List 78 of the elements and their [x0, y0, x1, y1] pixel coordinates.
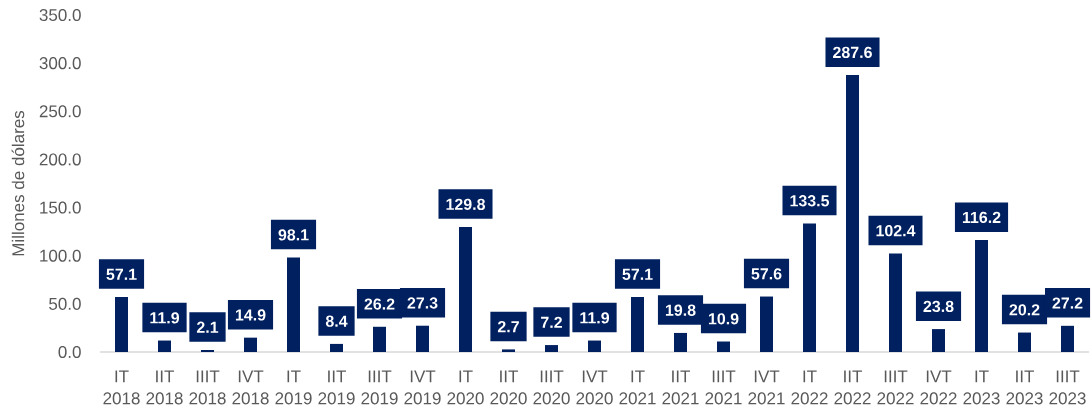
x-tick-label: IIT 2019: [318, 370, 355, 405]
data-label: 57.1: [622, 268, 653, 280]
x-tick-label: IIIT 2023: [1049, 370, 1086, 405]
x-tick-label: IT 2020: [447, 370, 484, 405]
bar: [1061, 325, 1075, 352]
bar: [1018, 332, 1032, 352]
bar: [932, 329, 946, 352]
bar: [158, 340, 172, 352]
data-label: 27.2: [1052, 297, 1083, 309]
x-tick-label: IIIT 2018: [189, 370, 226, 405]
bar: [459, 227, 472, 352]
bar: [115, 297, 129, 352]
data-label: 116.2: [962, 211, 1001, 224]
bar: [287, 257, 300, 352]
data-label: 11.9: [150, 312, 180, 324]
x-tick-label: IT 2019: [275, 370, 312, 405]
data-label: 8.4: [325, 315, 348, 327]
data-label: 27.3: [407, 297, 438, 309]
bar: [631, 297, 644, 352]
x-tick-label: IT 2018: [103, 370, 140, 405]
x-tick-label: IIIT 2022: [877, 370, 914, 405]
data-label: 133.5: [790, 195, 830, 207]
x-tick-label: IIIT 2020: [533, 370, 570, 405]
y-tick-label: 50.0: [49, 297, 81, 310]
data-label: 14.9: [235, 309, 266, 321]
x-tick-label: IIIT 2019: [361, 370, 398, 405]
x-tick-label: IVT 2022: [920, 370, 957, 405]
x-tick-label: IT 2021: [619, 370, 656, 405]
x-tick-label: IIT 2020: [490, 370, 527, 405]
data-label: 57.1: [106, 268, 137, 280]
x-tick-label: IIT 2023: [1006, 370, 1043, 405]
data-label: 26.2: [364, 298, 395, 310]
x-tick-label: IT 2022: [791, 370, 828, 405]
data-label: 129.8: [446, 198, 486, 210]
x-tick-label: IVT 2018: [232, 370, 269, 405]
y-tick-label: 0.0: [58, 345, 81, 359]
x-tick-label: IVT 2019: [404, 370, 441, 405]
data-label: 57.6: [751, 268, 782, 280]
bar: [674, 332, 688, 352]
bar: [201, 349, 215, 352]
data-label: 23.8: [923, 300, 954, 313]
data-label: 11.9: [580, 312, 610, 324]
bar: [244, 337, 258, 352]
bar: [803, 223, 817, 352]
data-label: 10.9: [708, 313, 739, 325]
bar: [717, 341, 731, 352]
data-label: 20.2: [1009, 304, 1040, 316]
data-label: 2.1: [196, 321, 219, 333]
bar: [889, 253, 903, 352]
y-tick-label: 100.0: [40, 249, 81, 262]
bar: [502, 349, 515, 352]
y-tick-label: 300.0: [39, 57, 81, 70]
bar: [588, 340, 601, 352]
data-label: 98.1: [278, 229, 309, 241]
bar: [760, 296, 774, 352]
data-label: 102.4: [876, 225, 916, 237]
y-tick-label: 350.0: [39, 8, 81, 22]
bar: [416, 325, 429, 352]
x-tick-label: IIT 2022: [834, 370, 871, 405]
data-label: 19.8: [665, 304, 696, 316]
x-tick-label: IIT 2021: [662, 370, 699, 405]
data-label: 287.6: [833, 46, 872, 59]
y-tick-label: 250.0: [39, 105, 81, 118]
x-tick-label: IIIT 2021: [705, 370, 742, 405]
x-tick-label: IVT 2021: [748, 370, 785, 405]
bar: [545, 345, 558, 352]
y-axis-title: Millones de dólares: [11, 110, 25, 256]
y-tick-label: 200.0: [39, 153, 81, 166]
bar: [846, 75, 860, 352]
x-tick-label: IIT 2018: [146, 370, 183, 405]
bar: [330, 343, 343, 352]
y-tick-label: 150.0: [40, 201, 81, 214]
data-label: 2.7: [497, 321, 519, 333]
bar: [975, 240, 989, 352]
x-tick-label: IT 2023: [963, 370, 1000, 405]
x-tick-label: IVT 2020: [576, 370, 613, 405]
data-label: 7.2: [541, 316, 562, 328]
bar: [373, 326, 386, 352]
